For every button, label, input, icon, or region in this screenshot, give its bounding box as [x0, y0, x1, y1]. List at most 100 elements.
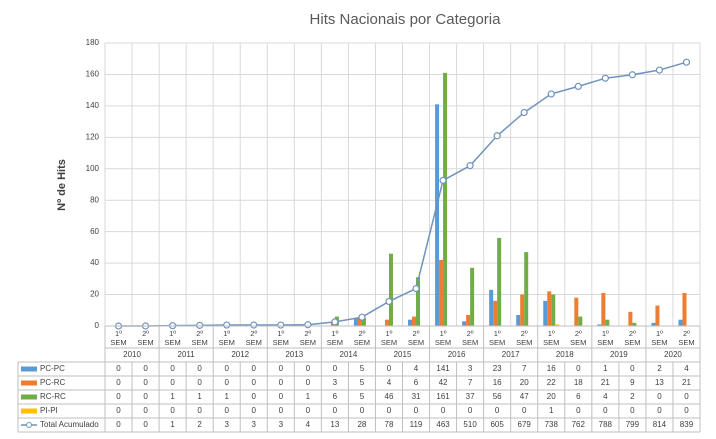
- year-label: 2016: [448, 350, 466, 359]
- x-tick-label: 2º SEM: [407, 329, 425, 347]
- line-marker: [628, 71, 636, 79]
- table-value: 0: [279, 364, 284, 373]
- line-marker: [574, 82, 582, 90]
- table-value: 0: [252, 378, 257, 387]
- line-marker: [601, 74, 609, 82]
- legend-key: [21, 394, 37, 400]
- table-value: 1: [549, 406, 554, 415]
- table-value: 161: [436, 392, 450, 401]
- table-value: 0: [143, 364, 148, 373]
- table-value: 0: [306, 364, 311, 373]
- bar: [416, 277, 421, 326]
- y-tick-label: 180: [86, 38, 100, 47]
- table-value: 0: [252, 406, 257, 415]
- x-tick-label: 1º SEM: [489, 329, 506, 347]
- table-value: 814: [653, 420, 667, 429]
- table-value: 13: [330, 420, 339, 429]
- table-value: 4: [603, 392, 608, 401]
- table-value: 119: [410, 420, 423, 429]
- table-value: 0: [333, 364, 338, 373]
- table-value: 0: [306, 406, 311, 415]
- table-value: 0: [224, 378, 229, 387]
- table-value: 0: [306, 378, 311, 387]
- table-value: 0: [603, 406, 608, 415]
- table-value: 18: [574, 378, 583, 387]
- y-tick-label: 20: [90, 290, 99, 299]
- table-value: 0: [116, 406, 121, 415]
- bar: [555, 324, 560, 326]
- table-value: 0: [252, 364, 257, 373]
- line-marker: [358, 313, 366, 321]
- year-label: 2017: [502, 350, 520, 359]
- bar: [462, 321, 467, 326]
- bar: [353, 318, 358, 326]
- table-value: 0: [657, 406, 662, 415]
- table-value: 2: [630, 392, 635, 401]
- table-value: 21: [682, 378, 691, 387]
- x-tick-label: 1º SEM: [110, 329, 127, 347]
- table-value: 0: [414, 406, 419, 415]
- line-marker: [439, 176, 447, 185]
- legend-label: PI-PI: [40, 406, 58, 415]
- table-value: 3: [252, 420, 257, 429]
- table-value: 1: [603, 364, 608, 373]
- line-marker: [223, 321, 231, 329]
- table-value: 0: [657, 392, 662, 401]
- bar: [388, 253, 393, 326]
- table-value: 0: [387, 406, 392, 415]
- table-value: 4: [684, 364, 689, 373]
- bar: [493, 300, 498, 326]
- x-tick-label: 1º SEM: [218, 329, 235, 347]
- table-value: 7: [468, 378, 473, 387]
- y-tick-label: 100: [86, 164, 100, 173]
- line-marker: [277, 321, 285, 329]
- table-value: 463: [436, 420, 450, 429]
- table-value: 3: [279, 420, 284, 429]
- table-value: 3: [468, 364, 473, 373]
- bar: [470, 267, 475, 326]
- legend-label: RC-RC: [40, 392, 66, 401]
- year-label: 2010: [123, 350, 141, 359]
- bar: [443, 72, 448, 326]
- legend-label: Total Acumulado: [40, 420, 99, 429]
- legend-key: [21, 366, 37, 372]
- table-value: 0: [333, 406, 338, 415]
- line-marker: [547, 90, 555, 98]
- bar: [605, 319, 610, 326]
- table-value: 762: [572, 420, 586, 429]
- bar: [466, 314, 471, 326]
- bar: [384, 319, 389, 326]
- x-tick-label: 1º SEM: [326, 329, 343, 347]
- x-tick-label: 1º SEM: [651, 329, 668, 347]
- table-value: 0: [279, 378, 284, 387]
- legend-key: [21, 380, 37, 386]
- table-value: 6: [414, 378, 419, 387]
- table-value: 0: [143, 420, 148, 429]
- year-label: 2012: [231, 350, 249, 359]
- table-value: 5: [360, 364, 365, 373]
- bar: [524, 252, 529, 326]
- table-value: 679: [518, 420, 532, 429]
- line-marker: [331, 318, 339, 326]
- table-value: 0: [197, 406, 202, 415]
- table-value: 1: [224, 392, 229, 401]
- line-marker: [412, 284, 420, 293]
- x-tick-label: 2º SEM: [137, 329, 154, 347]
- table-value: 0: [143, 378, 148, 387]
- table-value: 510: [463, 420, 477, 429]
- table-value: 788: [599, 420, 613, 429]
- bar: [497, 237, 502, 326]
- x-tick-label: 1º SEM: [434, 329, 452, 347]
- x-tick-label: 2º SEM: [570, 329, 587, 347]
- table-value: 78: [385, 420, 394, 429]
- table-value: 0: [279, 392, 284, 401]
- bar: [489, 289, 494, 326]
- bar: [357, 318, 362, 326]
- year-label: 2018: [556, 350, 574, 359]
- year-label: 2015: [394, 350, 412, 359]
- line-marker: [466, 162, 474, 170]
- x-tick-label: 1º SEM: [164, 329, 181, 347]
- y-tick-label: 0: [95, 321, 100, 330]
- table-value: 22: [547, 378, 556, 387]
